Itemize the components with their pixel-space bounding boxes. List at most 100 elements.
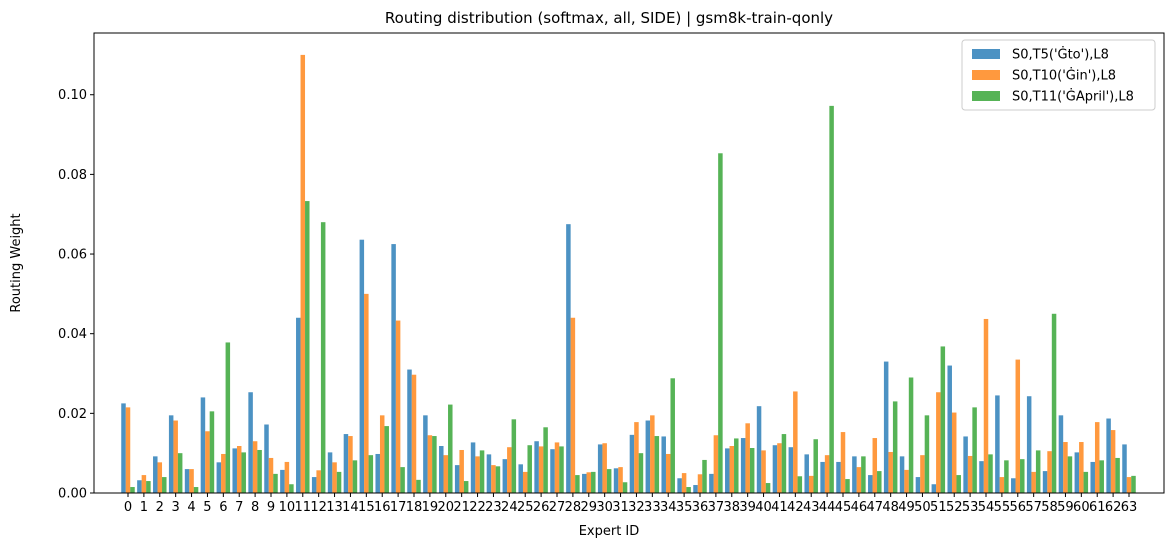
bar-series1-expert-15 — [364, 293, 369, 493]
bar-series1-expert-59 — [1063, 442, 1068, 493]
bar-series0-expert-20 — [439, 446, 444, 493]
x-tick-label: 10 — [279, 500, 296, 515]
bar-series2-expert-3 — [177, 453, 183, 493]
x-tick-label: 58 — [1041, 500, 1058, 515]
x-tick-label: 19 — [422, 500, 439, 515]
bar-series2-expert-38 — [734, 438, 739, 493]
x-tick-label: 26 — [533, 500, 550, 515]
x-tick-label: 47 — [867, 500, 884, 515]
bar-series0-expert-52 — [947, 365, 952, 493]
bar-series1-expert-11 — [300, 54, 306, 494]
x-tick-label: 33 — [644, 500, 661, 515]
bar-series1-expert-62 — [1110, 430, 1116, 493]
x-tick-label: 16 — [374, 500, 391, 515]
bar-series0-expert-26 — [534, 441, 539, 493]
bar-series0-expert-19 — [423, 415, 428, 493]
bar-series1-expert-39 — [745, 423, 750, 493]
bar-series0-expert-63 — [1122, 444, 1127, 493]
bar-series1-expert-0 — [125, 407, 131, 493]
x-tick-label: 1 — [140, 500, 148, 515]
bar-series1-expert-61 — [1094, 422, 1100, 493]
bar-series0-expert-57 — [1026, 396, 1032, 493]
bar-series2-expert-41 — [781, 434, 787, 493]
x-tick-label: 52 — [946, 500, 963, 515]
bar-series2-expert-49 — [908, 377, 914, 493]
bar-series0-expert-29 — [582, 473, 587, 493]
bar-series0-expert-31 — [613, 468, 619, 493]
bar-series1-expert-18 — [411, 374, 417, 493]
bar-series0-expert-3 — [168, 415, 174, 493]
bar-series0-expert-43 — [804, 454, 809, 493]
bar-series2-expert-35 — [686, 487, 691, 493]
x-tick-label: 0 — [124, 500, 132, 515]
x-tick-label: 38 — [724, 500, 741, 515]
bar-series1-expert-1 — [141, 475, 147, 493]
bar-series2-expert-8 — [257, 449, 262, 493]
x-tick-label: 9 — [267, 500, 275, 515]
bar-series0-expert-60 — [1074, 452, 1080, 493]
bar-series2-expert-26 — [543, 427, 548, 493]
bar-series1-expert-2 — [157, 462, 163, 493]
bar-series0-expert-10 — [280, 469, 285, 493]
bar-series2-expert-37 — [718, 153, 723, 493]
bar-series1-expert-51 — [936, 392, 941, 493]
x-tick-label: 23 — [485, 500, 502, 515]
bar-series2-expert-19 — [432, 436, 437, 493]
x-tick-label: 29 — [581, 500, 598, 515]
x-tick-label: 6 — [219, 500, 227, 515]
bar-series2-expert-2 — [162, 477, 167, 493]
bar-series1-expert-26 — [538, 446, 544, 493]
bar-series2-expert-24 — [511, 419, 517, 493]
bar-series1-expert-58 — [1047, 451, 1052, 493]
bar-series2-expert-43 — [813, 439, 818, 493]
bar-series2-expert-20 — [448, 404, 453, 493]
bar-series2-expert-59 — [1067, 456, 1073, 493]
bar-series0-expert-59 — [1058, 415, 1064, 493]
bar-series0-expert-25 — [518, 464, 523, 493]
bar-series1-expert-33 — [650, 415, 655, 493]
bar-series1-expert-55 — [999, 477, 1005, 493]
bar-series2-expert-1 — [146, 481, 151, 493]
bar-series1-expert-46 — [856, 467, 862, 493]
bar-series0-expert-16 — [375, 453, 380, 493]
bar-series1-expert-17 — [395, 320, 401, 493]
bar-series1-expert-24 — [507, 447, 512, 493]
plot-frame — [93, 32, 1165, 494]
bar-series0-expert-4 — [184, 469, 190, 493]
y-tick-label: 0.06 — [58, 248, 87, 263]
y-tick-label: 0.08 — [58, 168, 87, 183]
bar-series0-expert-46 — [852, 456, 857, 493]
bar-series0-expert-34 — [661, 436, 666, 493]
bar-series0-expert-39 — [740, 438, 746, 493]
bar-series1-expert-9 — [268, 457, 274, 493]
bar-series1-expert-38 — [729, 446, 735, 493]
x-tick-label: 56 — [1010, 500, 1027, 515]
bar-series0-expert-32 — [629, 434, 635, 493]
x-tick-label: 20 — [438, 500, 455, 515]
bar-series0-expert-0 — [121, 403, 126, 493]
x-tick-label: 57 — [1025, 500, 1042, 515]
bar-series0-expert-8 — [248, 392, 253, 493]
bar-series2-expert-18 — [416, 479, 421, 493]
bar-series1-expert-27 — [554, 442, 560, 493]
x-tick-label: 7 — [235, 500, 243, 515]
bar-series0-expert-38 — [725, 448, 730, 493]
bar-series0-expert-36 — [693, 485, 698, 493]
bar-series0-expert-33 — [645, 420, 651, 493]
bar-series1-expert-53 — [967, 455, 973, 493]
bar-series1-expert-54 — [983, 318, 989, 493]
bar-series0-expert-6 — [216, 462, 222, 493]
bar-series1-expert-44 — [824, 455, 830, 493]
bar-series1-expert-57 — [1031, 471, 1036, 493]
bar-series0-expert-62 — [1106, 418, 1111, 493]
bar-series1-expert-8 — [252, 441, 258, 493]
bar-series0-expert-41 — [772, 445, 778, 493]
x-tick-label: 24 — [501, 500, 518, 515]
bar-series1-expert-21 — [459, 449, 464, 493]
legend: S0,T5('Ġto'),L8 S0,T10('Ġin'),L8 S0,T11('Ġ… — [961, 39, 1156, 111]
bar-series1-expert-12 — [316, 470, 321, 493]
bar-series1-expert-4 — [189, 469, 194, 493]
bar-series1-expert-25 — [522, 471, 528, 493]
bar-series1-expert-47 — [872, 438, 878, 493]
